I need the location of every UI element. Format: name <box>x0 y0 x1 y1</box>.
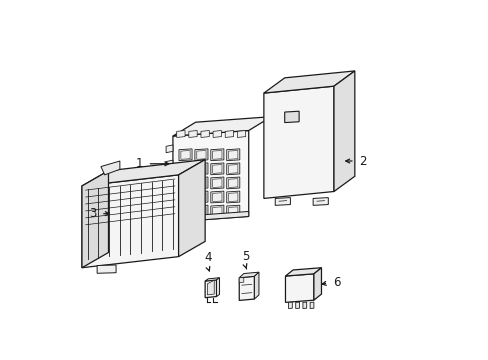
Polygon shape <box>166 191 173 198</box>
Polygon shape <box>195 177 207 189</box>
Polygon shape <box>264 71 354 93</box>
Polygon shape <box>225 131 233 138</box>
Polygon shape <box>210 177 224 189</box>
Polygon shape <box>333 71 354 192</box>
Polygon shape <box>264 86 333 198</box>
Polygon shape <box>101 161 120 175</box>
Polygon shape <box>179 191 192 203</box>
Polygon shape <box>166 206 173 214</box>
Polygon shape <box>285 274 313 302</box>
Polygon shape <box>97 265 116 273</box>
Polygon shape <box>82 159 205 186</box>
Polygon shape <box>195 149 207 161</box>
Polygon shape <box>284 111 299 123</box>
Polygon shape <box>254 272 259 299</box>
Polygon shape <box>173 211 248 222</box>
Polygon shape <box>226 163 239 175</box>
Polygon shape <box>173 117 271 136</box>
Text: 2: 2 <box>359 154 366 167</box>
Polygon shape <box>179 177 192 189</box>
Polygon shape <box>195 191 207 203</box>
Polygon shape <box>213 131 221 138</box>
Polygon shape <box>313 268 321 300</box>
Polygon shape <box>226 177 239 189</box>
Text: 5: 5 <box>242 250 249 263</box>
Polygon shape <box>166 160 173 168</box>
Polygon shape <box>195 163 207 175</box>
Text: 1: 1 <box>135 157 142 170</box>
Polygon shape <box>205 280 216 298</box>
Polygon shape <box>295 302 299 309</box>
Polygon shape <box>173 131 248 222</box>
Polygon shape <box>210 205 224 217</box>
Polygon shape <box>207 280 214 295</box>
Polygon shape <box>210 191 224 203</box>
Polygon shape <box>210 149 224 161</box>
Polygon shape <box>288 302 292 309</box>
Polygon shape <box>226 191 239 203</box>
Polygon shape <box>82 171 108 268</box>
Polygon shape <box>178 159 205 257</box>
Polygon shape <box>179 205 192 217</box>
Polygon shape <box>312 198 327 205</box>
Polygon shape <box>216 278 219 297</box>
Polygon shape <box>309 302 313 309</box>
Text: 6: 6 <box>332 276 340 289</box>
Polygon shape <box>205 278 219 281</box>
Polygon shape <box>239 278 244 283</box>
Polygon shape <box>210 163 224 175</box>
Polygon shape <box>275 198 290 205</box>
Polygon shape <box>302 302 306 309</box>
Polygon shape <box>82 175 178 268</box>
Polygon shape <box>195 205 207 217</box>
Polygon shape <box>176 131 184 138</box>
Polygon shape <box>237 131 245 138</box>
Polygon shape <box>285 268 321 276</box>
Polygon shape <box>226 149 239 161</box>
Polygon shape <box>166 145 173 153</box>
Polygon shape <box>239 276 254 301</box>
Polygon shape <box>226 205 239 217</box>
Polygon shape <box>239 272 259 278</box>
Text: 3: 3 <box>89 207 96 220</box>
Polygon shape <box>179 149 192 161</box>
Polygon shape <box>179 163 192 175</box>
Text: 4: 4 <box>204 251 211 264</box>
Polygon shape <box>201 131 209 138</box>
Polygon shape <box>166 175 173 183</box>
Polygon shape <box>188 131 197 138</box>
